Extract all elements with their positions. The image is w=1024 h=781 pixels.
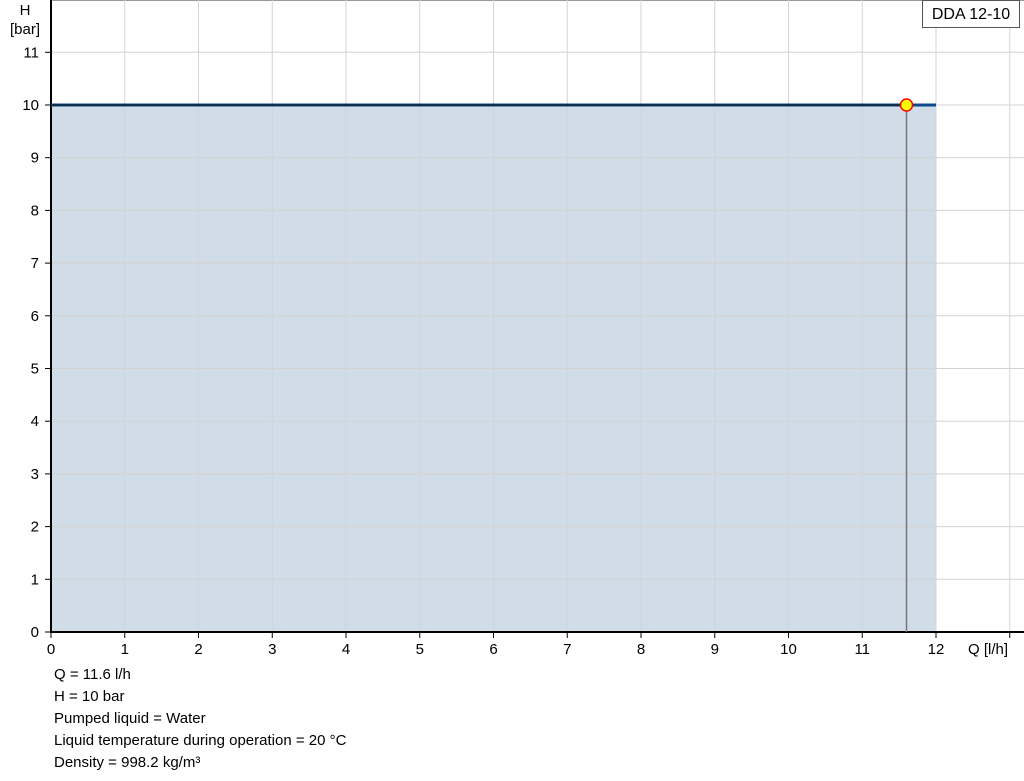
legend: DDA 12-10 [922,0,1020,28]
x-tick-label: 9 [711,641,719,658]
info-temperature: Liquid temperature during operation = 20… [54,732,347,749]
x-tick-label: 10 [780,641,797,658]
y-tick-label: 4 [31,413,39,430]
info-liquid: Pumped liquid = Water [54,710,206,727]
info-flow: Q = 11.6 l/h [54,666,131,683]
x-tick-label: 0 [47,641,55,658]
info-density: Density = 998.2 kg/m³ [54,754,201,771]
info-head: H = 10 bar [54,688,125,705]
y-tick-label: 10 [22,97,39,114]
y-tick-label: 3 [31,466,39,483]
y-axis-label: H [20,2,31,19]
y-tick-label: 0 [31,624,39,641]
duty-point-marker [899,98,914,112]
y-tick-label: 11 [23,44,39,61]
x-tick-label: 8 [637,641,645,658]
x-tick-label: 11 [854,641,870,658]
y-tick-label: 7 [31,255,39,272]
y-tick-label: 2 [31,519,39,536]
y-tick-label: 8 [31,202,39,219]
x-axis-label: Q [l/h] [968,641,1008,658]
y-tick-label: 1 [31,571,39,588]
x-tick-label: 6 [489,641,497,658]
x-tick-label: 5 [416,641,424,658]
x-tick-label: 3 [268,641,276,658]
y-tick-label: 9 [31,150,39,167]
x-tick-label: 12 [928,641,945,658]
y-tick-label: 5 [31,361,39,378]
x-tick-label: 2 [194,641,202,658]
x-tick-label: 4 [342,641,350,658]
y-tick-label: 6 [31,308,39,325]
y-axis-unit: [bar] [10,21,40,38]
x-tick-label: 7 [563,641,571,658]
x-tick-label: 1 [121,641,129,658]
